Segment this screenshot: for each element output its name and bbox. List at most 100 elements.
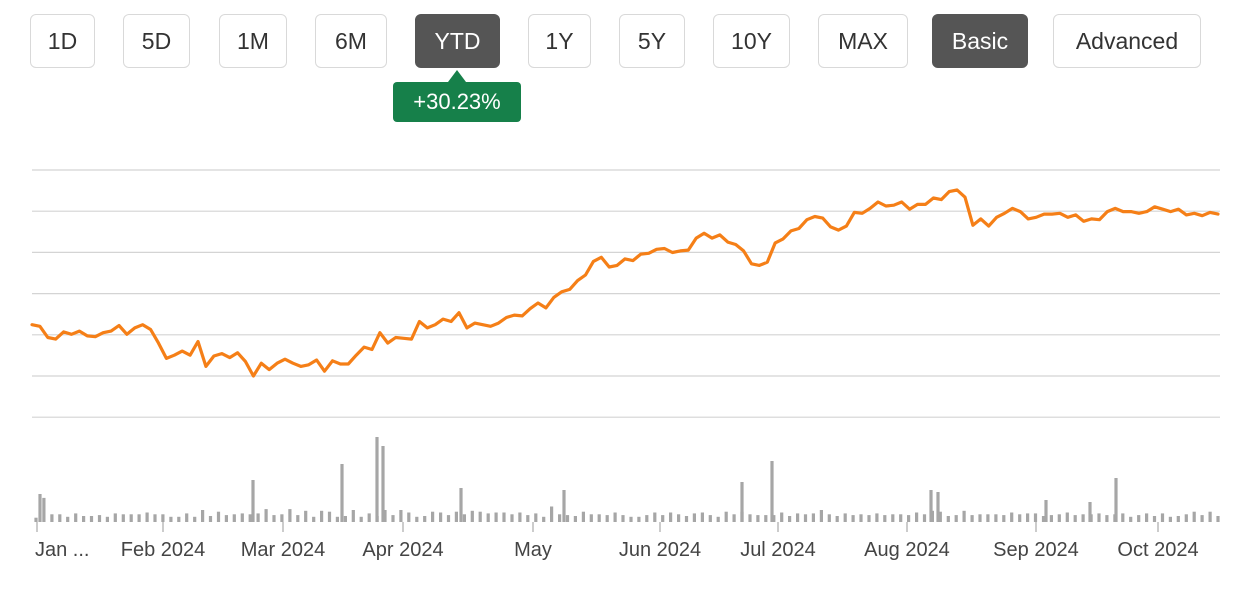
volume-bar (391, 515, 395, 522)
volume-bar (724, 511, 728, 522)
volume-bar (764, 515, 768, 522)
volume-bar (280, 514, 284, 522)
volume-bar (1018, 514, 1022, 522)
volume-bar (256, 513, 260, 522)
volume-bar (288, 509, 292, 522)
volume-bar (145, 512, 149, 522)
basic-mode-button[interactable]: Basic (932, 14, 1028, 68)
x-tick-label: Aug 2024 (864, 539, 950, 561)
volume-bar (240, 513, 244, 522)
volume-bar (105, 516, 109, 522)
volume-bar (1044, 500, 1048, 522)
volume-bar (819, 510, 823, 522)
volume-bar (677, 514, 681, 522)
volume-bar (129, 514, 133, 522)
volume-bar (1081, 514, 1085, 522)
volume-bar (740, 482, 744, 522)
volume-bar (518, 512, 522, 522)
volume-bar (661, 515, 665, 522)
volume-bar (201, 510, 205, 522)
volume-bar (208, 516, 213, 522)
range-ytd-button[interactable]: YTD (415, 14, 500, 68)
volume-bar (327, 511, 332, 522)
volume-bar (962, 510, 966, 522)
volume-bar (867, 515, 871, 522)
x-tick-label: Jun 2024 (619, 539, 701, 561)
volume-bar (272, 515, 276, 522)
range-5y-button[interactable]: 5Y (619, 14, 685, 68)
volume-bar (748, 514, 752, 522)
volume-bar (526, 515, 530, 522)
range-1d-button[interactable]: 1D (30, 14, 95, 68)
volume-bar (296, 515, 300, 522)
x-tick-label: Sep 2024 (993, 539, 1079, 561)
chart-gridlines (32, 169, 1220, 418)
volume-bar (494, 512, 498, 522)
volume-bar (42, 497, 46, 522)
volume-bar (1145, 513, 1149, 522)
volume-bar (573, 516, 577, 522)
volume-bar (796, 513, 800, 522)
volume-bar (381, 446, 385, 522)
volume-bar (891, 514, 895, 522)
volume-bar (367, 513, 371, 522)
range-10y-button[interactable]: 10Y (713, 14, 790, 68)
volume-bar (1088, 502, 1092, 522)
volume-bar (137, 514, 141, 522)
volume-bar (589, 514, 593, 522)
volume-bar (851, 515, 855, 522)
volume-bar (835, 516, 839, 522)
volume-bar (177, 516, 181, 522)
volume-bar (637, 516, 641, 522)
volume-bar (446, 515, 451, 522)
volume-bar (1114, 478, 1118, 522)
volume-bar (1152, 516, 1157, 522)
x-tick-label: May (514, 539, 552, 561)
volume-bar (692, 513, 696, 522)
volume-bar (193, 516, 197, 522)
volume-bar (74, 513, 78, 522)
range-1m-button[interactable]: 1M (219, 14, 287, 68)
volume-bar (875, 513, 879, 522)
advanced-mode-button[interactable]: Advanced (1053, 14, 1201, 68)
volume-bar (1041, 516, 1046, 522)
volume-bar (653, 512, 657, 522)
range-toolbar: 1D 5D 1M 6M YTD 1Y 5Y 10Y MAX Basic Adva… (0, 0, 1240, 80)
volume-bar (565, 515, 570, 522)
x-tick-label: Oct 2024 (1117, 539, 1198, 561)
volume-bar (994, 514, 998, 522)
volume-bar (732, 514, 736, 522)
volume-bar (550, 506, 554, 522)
volume-bar (780, 512, 784, 522)
volume-bar (772, 515, 776, 522)
x-tick-label: Jul 2024 (740, 539, 816, 561)
volume-bar (629, 516, 633, 522)
volume-bar (1200, 515, 1204, 522)
volume-bar (558, 514, 562, 522)
volume-bar (946, 516, 950, 522)
range-max-button[interactable]: MAX (818, 14, 908, 68)
range-5d-button[interactable]: 5D (123, 14, 190, 68)
volume-bar (185, 513, 189, 522)
volume-bar (1176, 516, 1180, 522)
volume-bar (843, 513, 847, 522)
volume-bar (803, 514, 808, 522)
volume-bar (907, 515, 911, 522)
x-tick-label: Mar 2024 (241, 539, 326, 561)
volume-bar (510, 514, 514, 522)
volume-bar (320, 510, 324, 522)
volume-bar (613, 512, 617, 522)
volume-bar (169, 516, 173, 522)
volume-bar (312, 516, 316, 522)
range-1y-button[interactable]: 1Y (528, 14, 591, 68)
volume-bar (1026, 513, 1030, 522)
volume-bar (264, 509, 268, 522)
volume-bar (383, 510, 387, 522)
volume-bar (375, 437, 379, 522)
range-6m-button[interactable]: 6M (315, 14, 387, 68)
volume-bar (597, 514, 601, 522)
volume-bar (399, 510, 403, 522)
volume-bar (359, 516, 363, 522)
volume-bar (954, 515, 958, 522)
